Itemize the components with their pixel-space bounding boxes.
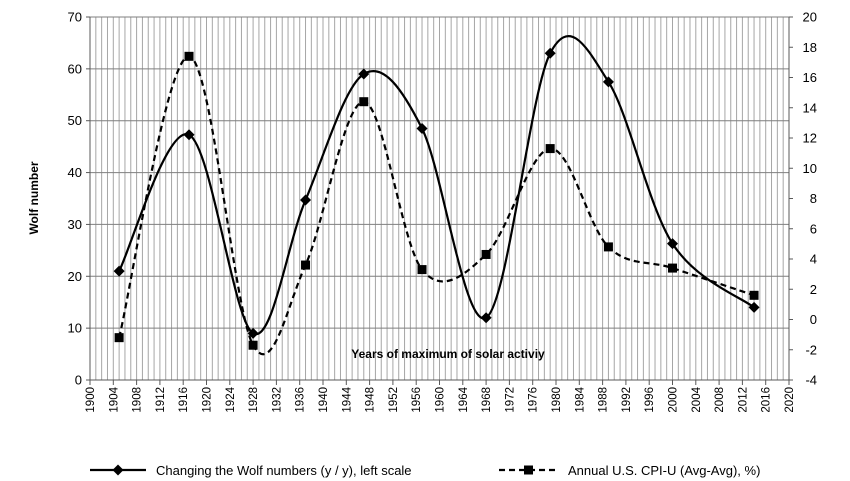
y-axis-label: Wolf number [27,161,41,234]
right-tick-label: 10 [803,161,817,176]
data-point-diamond [667,238,678,250]
right-tick-label: 4 [810,252,817,267]
x-tick-label: 1956 [411,387,423,413]
right-tick-label: 6 [810,221,817,236]
left-axis-ticks: 0 10 20 30 40 50 60 70 [68,10,90,388]
x-tick-label: 1936 [295,387,307,413]
x-tick-label: 2016 [761,387,773,413]
series-line-2 [118,55,755,356]
data-point-square [359,97,369,107]
series-line-1 [118,35,755,336]
data-point-diamond [416,122,428,134]
data-point-square [668,263,677,273]
x-tick-label: 1968 [481,387,493,413]
x-tick-label: 1916 [178,387,190,413]
left-tick-label: 30 [68,217,82,232]
x-tick-label: 1928 [248,387,260,413]
right-tick-label: 14 [803,100,817,115]
x-tick-label: 1924 [225,386,237,412]
data-point-square [545,144,555,154]
x-tick-label: 1984 [574,386,586,412]
x-tick-label: 1980 [551,387,563,413]
data-point-diamond [544,47,556,59]
grid-lines [90,16,789,380]
legend-label: Annual U.S. CPI-U (Avg-Avg), %) [568,463,760,478]
x-tick-label: 1996 [644,387,656,413]
data-point-diamond [300,194,312,206]
right-tick-label: -2 [805,342,817,357]
data-point-square [603,242,613,252]
right-tick-label: -4 [805,373,817,388]
left-tick-label: 60 [68,61,82,76]
x-tick-label: 1904 [108,386,120,412]
data-point-square [248,340,258,350]
x-tick-label: 2012 [737,387,749,413]
right-tick-label: 2 [810,282,817,297]
x-tick-label: 1900 [85,387,97,413]
right-tick-label: 20 [803,10,817,25]
data-point-diamond [113,265,125,277]
left-tick-label: 50 [68,113,82,128]
data-point-square [749,290,759,300]
x-tick-label: 1988 [598,387,610,413]
series-layer [113,35,760,356]
legend-item-1: Changing the Wolf numbers (y / y), left … [90,463,412,478]
x-tick-label: 1964 [458,386,470,412]
series-1 [113,35,760,339]
data-point-diamond [480,312,492,324]
x-tick-label: 1912 [155,387,167,413]
legend-item-2: Annual U.S. CPI-U (Avg-Avg), %) [499,463,760,478]
x-tick-label: 1960 [435,387,447,413]
left-tick-label: 40 [68,165,82,180]
legend-swatch-marker [112,464,124,476]
right-tick-label: 18 [803,40,817,55]
legend: Changing the Wolf numbers (y / y), left … [90,463,760,478]
left-tick-label: 0 [75,373,82,388]
x-axis-annotation: Years of maximum of solar activiy [351,347,545,361]
data-point-square [417,265,427,275]
left-tick-label: 70 [68,10,82,25]
x-tick-label: 1948 [365,387,377,413]
left-tick-label: 10 [68,321,82,336]
x-tick-label: 1976 [528,387,540,413]
data-point-diamond [748,301,760,313]
data-point-diamond [358,68,370,80]
x-tick-label: 2008 [714,387,726,413]
x-tick-label: 2000 [668,387,680,413]
x-tick-label: 2004 [691,386,703,412]
right-tick-label: 12 [803,131,817,146]
x-tick-label: 1932 [271,387,283,413]
data-point-square [114,333,124,343]
data-point-square [184,51,194,61]
x-tick-label: 1972 [504,387,516,413]
x-tick-label: 1920 [202,387,214,413]
x-tick-label: 1940 [318,387,330,413]
right-tick-label: 16 [803,70,817,85]
data-point-square [301,260,311,270]
data-point-diamond [602,76,614,88]
legend-label: Changing the Wolf numbers (y / y), left … [156,463,412,478]
x-tick-label: 2020 [784,387,796,413]
left-tick-label: 20 [68,269,82,284]
x-tick-label: 1952 [388,387,400,413]
data-point-diamond [183,129,195,141]
series-2 [114,51,759,356]
x-tick-label: 1944 [341,386,353,412]
x-tick-label: 1908 [132,387,144,413]
x-axis-ticks: 1900 1904 1908 1912 1916 1920 1924 1928 1932 1936… [85,380,796,413]
legend-swatch-marker [524,465,533,475]
right-tick-label: 0 [810,312,817,327]
right-tick-label: 8 [810,191,817,206]
right-axis-ticks: -4 -2 0 2 4 6 8 10 12 14 16 18 20 [789,10,817,388]
data-point-square [481,249,491,259]
x-tick-label: 1992 [621,387,633,413]
